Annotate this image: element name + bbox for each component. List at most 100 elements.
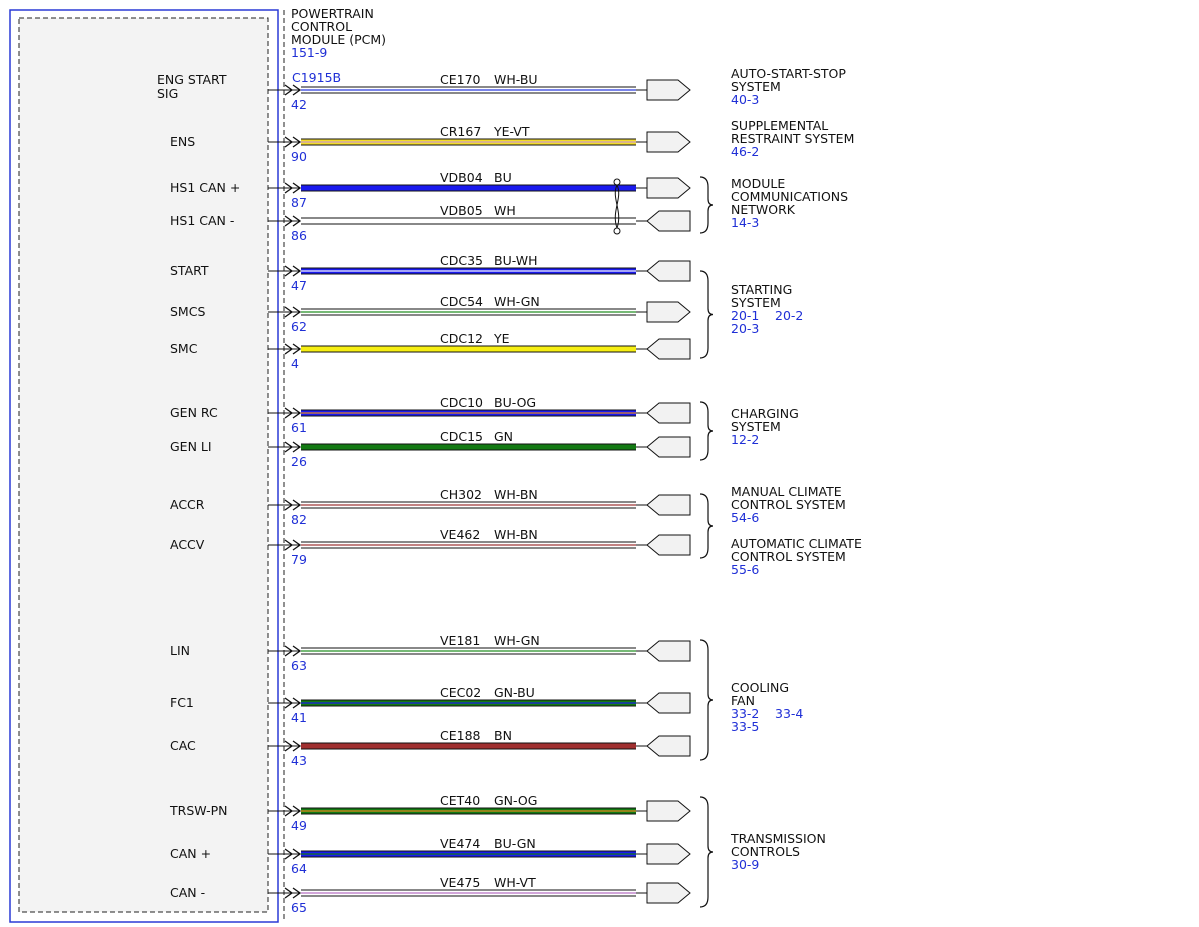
circuit-id: VE474: [440, 836, 480, 851]
page-ref-link[interactable]: 12-2: [731, 432, 759, 447]
terminal-arrow-icon: [292, 645, 302, 657]
terminal-arrow-icon: [292, 343, 302, 355]
wire[interactable]: [301, 218, 636, 224]
system-name: SYSTEM: [731, 295, 781, 310]
system-name: STARTING: [731, 282, 792, 297]
inline-connector-icon[interactable]: [646, 843, 691, 865]
page-ref-link[interactable]: 40-3: [731, 92, 759, 107]
inline-connector-icon[interactable]: [646, 131, 691, 153]
inline-connector-icon[interactable]: [646, 436, 691, 458]
circuit-cdc15[interactable]: GEN LI 26 CDC15 GN: [170, 429, 691, 469]
inline-connector-icon[interactable]: [646, 800, 691, 822]
terminal-arrow-icon: [292, 697, 302, 709]
pin-number: 41: [291, 710, 307, 725]
wire[interactable]: [301, 444, 636, 450]
circuit-id: VDB05: [440, 203, 483, 218]
terminal-arrow-icon: [284, 848, 294, 860]
wire[interactable]: [301, 743, 636, 749]
systems: AUTO-START-STOPSYSTEM40-3SUPPLEMENTALRES…: [699, 66, 862, 908]
system-name: CONTROL SYSTEM: [731, 497, 846, 512]
circuit-id: CH302: [440, 487, 482, 502]
inline-connector-icon[interactable]: [646, 692, 691, 714]
terminal-arrow-icon: [284, 697, 294, 709]
page-ref-link[interactable]: 30-9: [731, 857, 759, 872]
inline-connector-icon[interactable]: [646, 882, 691, 904]
pin-number: 4: [291, 356, 299, 371]
circuit-ve474[interactable]: CAN + 64 VE474 BU-GN: [170, 836, 691, 876]
wire-stripe: [301, 892, 636, 894]
wire-stripe: [301, 504, 636, 506]
wire[interactable]: [301, 346, 636, 352]
wire-stripe: [301, 311, 636, 313]
circuit-ve462[interactable]: ACCV 79 VE462 WH-BN: [170, 527, 691, 567]
circuit-ch302[interactable]: ACCR 82 CH302 WH-BN: [170, 487, 691, 527]
page-ref-link[interactable]: 14-3: [731, 215, 759, 230]
pin-label: CAN -: [170, 885, 205, 900]
terminal-arrow-icon: [292, 887, 302, 899]
page-ref-link[interactable]: 46-2: [731, 144, 759, 159]
wire-color-code: BU-WH: [494, 253, 538, 268]
circuit-id: CDC54: [440, 294, 483, 309]
terminal-arrow-icon: [284, 887, 294, 899]
wire-color-code: WH-BN: [494, 487, 538, 502]
circuit-ve475[interactable]: CAN - 65 VE475 WH-VT: [170, 875, 691, 915]
pin-number: 62: [291, 319, 307, 334]
circuit-ve181[interactable]: LIN 63 VE181 WH-GN: [170, 633, 691, 673]
pin-label: GEN LI: [170, 439, 212, 454]
group-brace-icon: [699, 639, 714, 761]
wire-color-code: WH-BN: [494, 527, 538, 542]
inline-connector-icon[interactable]: [646, 338, 691, 360]
pin-number: 47: [291, 278, 307, 293]
wire[interactable]: [301, 185, 636, 191]
circuit-cdc54[interactable]: SMCS 62 CDC54 WH-GN: [170, 294, 691, 334]
inline-connector-icon[interactable]: [646, 210, 691, 232]
inline-connector-icon[interactable]: [646, 79, 691, 101]
page-ref-link[interactable]: 20-3: [731, 321, 759, 336]
wire-stripe: [301, 544, 636, 546]
circuit-cdc12[interactable]: SMC 4 CDC12 YE: [170, 331, 691, 371]
circuit-ce188[interactable]: CAC 43 CE188 BN: [170, 728, 691, 768]
circuit-cdc35[interactable]: START 47 CDC35 BU-WH: [170, 253, 691, 293]
page-ref-link[interactable]: 20-2: [775, 308, 803, 323]
page-ref-link[interactable]: 20-1: [731, 308, 759, 323]
circuit-vdb04[interactable]: HS1 CAN + 87 VDB04 BU: [170, 170, 691, 210]
inline-connector-icon[interactable]: [646, 735, 691, 757]
pin-number: 87: [291, 195, 307, 210]
page-ref-link[interactable]: 33-5: [731, 719, 759, 734]
pcm-module: POWERTRAIN CONTROL MODULE (PCM) 151-9 C1…: [9, 6, 386, 923]
system-name: NETWORK: [731, 202, 796, 217]
circuit-id: VE462: [440, 527, 480, 542]
connector-id[interactable]: C1915B: [292, 70, 341, 85]
pin-number: 43: [291, 753, 307, 768]
inline-connector-icon[interactable]: [646, 402, 691, 424]
inline-connector-icon[interactable]: [646, 260, 691, 282]
page-ref-link[interactable]: 54-6: [731, 510, 759, 525]
terminal-arrow-icon: [292, 848, 302, 860]
pin-label: SMC: [170, 341, 198, 356]
circuit-cet40[interactable]: TRSW-PN 49 CET40 GN-OG: [169, 793, 691, 833]
page-ref-link[interactable]: 33-2: [731, 706, 759, 721]
circuit-cec02[interactable]: FC1 41 CEC02 GN-BU: [170, 685, 691, 725]
page-ref-link[interactable]: 55-6: [731, 562, 759, 577]
pin-label: ACCR: [170, 497, 205, 512]
pcm-page-ref[interactable]: 151-9: [291, 45, 327, 60]
circuit-vdb05[interactable]: HS1 CAN - 86 VDB05 WH: [170, 203, 691, 243]
inline-connector-icon[interactable]: [646, 301, 691, 323]
circuit-cr167[interactable]: ENS 90 CR167 YE-VT: [170, 124, 691, 164]
pin-label: HS1 CAN -: [170, 213, 234, 228]
pin-label: HS1 CAN +: [170, 180, 240, 195]
circuit-cdc10[interactable]: GEN RC 61 CDC10 BU-OG: [170, 395, 691, 435]
inline-connector-icon[interactable]: [646, 534, 691, 556]
terminal-arrow-icon: [292, 539, 302, 551]
pcm-title-line-2: CONTROL: [291, 19, 352, 34]
inline-connector-icon[interactable]: [646, 177, 691, 199]
page-ref-link[interactable]: 33-4: [775, 706, 803, 721]
circuit-id: CDC12: [440, 331, 483, 346]
pin-label: GEN RC: [170, 405, 218, 420]
inline-connector-icon[interactable]: [646, 640, 691, 662]
inline-connector-icon[interactable]: [646, 494, 691, 516]
